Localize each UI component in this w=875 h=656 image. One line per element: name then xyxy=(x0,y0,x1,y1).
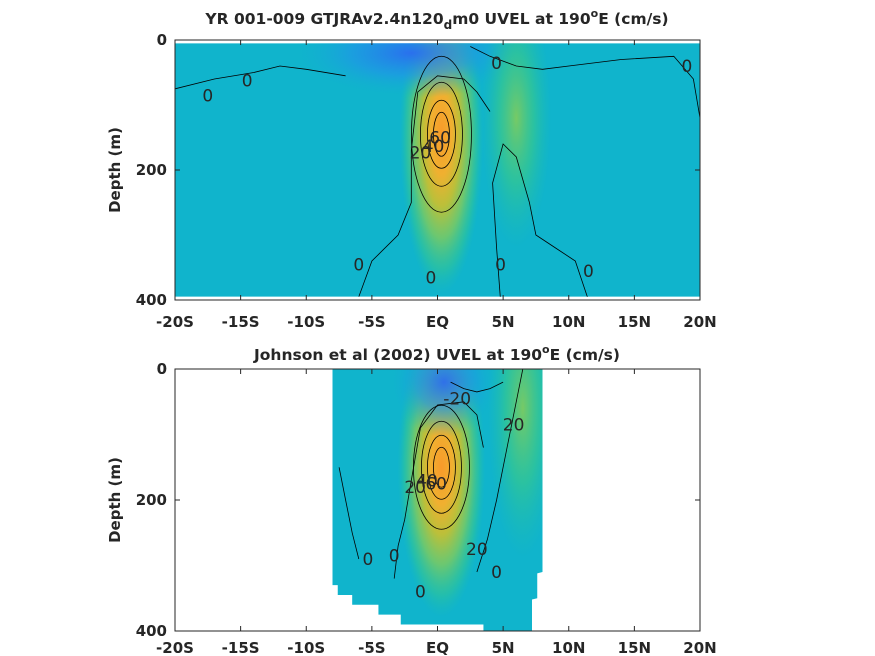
chart-2-contour-ring-1 xyxy=(427,434,456,500)
chart-1-contour-label-2: 20 xyxy=(410,143,432,163)
chart-2-y-tick-label-1: 200 xyxy=(136,491,167,509)
chart-1-field-layers xyxy=(175,43,700,297)
chart-1-x-tick-label-8: 20N xyxy=(683,313,716,331)
chart-2-contour-label-9: 0 xyxy=(415,583,426,603)
chart-1-x-tick-label-4: EQ xyxy=(426,313,449,331)
chart-2-contour-line-2 xyxy=(476,369,524,573)
chart-2-x-tick-label-8: 20N xyxy=(683,639,716,656)
chart-2-contour-line-1 xyxy=(393,401,484,579)
chart-2-feature-2 xyxy=(487,369,543,559)
chart-1-title: YR 001-009 GTJRAv2.4n120dm0 UVEL at 190o… xyxy=(204,7,668,32)
chart-2-feature-1 xyxy=(389,369,500,438)
chart-1-contour-ring-3 xyxy=(411,55,472,213)
chart-1-y-tick-label-2: 400 xyxy=(136,291,167,309)
chart-1-x-tick-label-1: -15S xyxy=(222,313,260,331)
chart-1-contour-ring-2 xyxy=(420,81,463,187)
chart-1-x-tick-label-6: 10N xyxy=(552,313,585,331)
chart-2-x-tick-label-1: -15S xyxy=(222,639,260,656)
chart-2-contour-label-1: 20 xyxy=(503,416,525,436)
chart-1-contour-label-9: 0 xyxy=(495,255,506,275)
chart-2-contour-label-0: -20 xyxy=(443,389,471,409)
chart-2-contour-ring-0 xyxy=(433,446,450,488)
chart-1-feature-2 xyxy=(481,43,552,248)
chart-2-contour-label-8: 0 xyxy=(491,563,502,583)
chart-1-contour-label-6: 0 xyxy=(681,57,692,77)
chart-2-contour-label-3: 40 xyxy=(416,471,438,491)
chart-2-y-tick-label-2: 400 xyxy=(136,622,167,640)
chart-1-contour-line-2 xyxy=(492,143,588,297)
chart-1-contour-label-3: 40 xyxy=(423,137,445,157)
chart-1-x-tick-label-0: -20S xyxy=(156,313,194,331)
chart-1-field xyxy=(175,43,700,297)
chart-2-y-axis-label: Depth (m) xyxy=(106,457,124,543)
chart-1-x-tick-label-7: 15N xyxy=(618,313,651,331)
chart-1-feature-1 xyxy=(291,43,532,98)
chart-panel-1: YR 001-009 GTJRAv2.4n120dm0 UVEL at 190o… xyxy=(106,7,717,331)
chart-panel-2: Johnson et al (2002) UVEL at 190oE (cm/s… xyxy=(106,343,717,656)
chart-2-x-tick-label-2: -10S xyxy=(287,639,325,656)
chart-1-contour-line-3 xyxy=(470,46,700,119)
chart-1-contour-line-1 xyxy=(358,75,491,297)
chart-2-contour-label-4: 60 xyxy=(425,475,447,495)
chart-2-field-layers xyxy=(332,369,543,631)
chart-2-contour-label-2: 20 xyxy=(404,478,426,498)
chart-1-contour-ring-1 xyxy=(427,99,456,169)
chart-2-x-axis: -20S -15S -10S -5S EQ 5N 10N 15N 20N xyxy=(156,369,717,656)
chart-1-x-tick-label-2: -10S xyxy=(287,313,325,331)
chart-2-x-tick-label-4: EQ xyxy=(426,639,449,656)
chart-1-feature-0 xyxy=(399,43,484,295)
chart-1-contour-label-4: 60 xyxy=(429,129,451,149)
chart-2-contour-line-3 xyxy=(450,381,504,393)
chart-1-y-axis-label: Depth (m) xyxy=(106,127,124,213)
chart-1-contour-label-1: 0 xyxy=(242,71,253,91)
chart-2-contour-label-5: 20 xyxy=(466,540,488,560)
chart-1-y-tick-label-0: 0 xyxy=(157,31,167,49)
chart-2-contour-line-0 xyxy=(338,467,360,560)
chart-2-x-tick-label-6: 10N xyxy=(552,639,585,656)
chart-1-contour-ring-0 xyxy=(433,111,450,157)
chart-1-contour-label-5: 0 xyxy=(491,54,502,74)
chart-2-field xyxy=(332,369,543,631)
chart-1-x-axis: -20S -15S -10S -5S EQ 5N 10N 15N 20N xyxy=(156,40,717,331)
chart-2-x-tick-label-0: -20S xyxy=(156,639,194,656)
chart-1-contour-line-0 xyxy=(175,65,346,90)
chart-1-x-tick-label-3: -5S xyxy=(358,313,385,331)
chart-2-contour-label-7: 0 xyxy=(389,547,400,567)
chart-2-x-tick-label-5: 5N xyxy=(492,639,515,656)
chart-1-contour-label-10: 0 xyxy=(583,262,594,282)
chart-2-x-tick-label-3: -5S xyxy=(358,639,385,656)
chart-2-contour-ring-2 xyxy=(421,420,462,514)
chart-1-contour-label-7: 0 xyxy=(353,255,364,275)
chart-1-y-tick-label-1: 200 xyxy=(136,161,167,179)
chart-2-contour-label-6: 0 xyxy=(363,550,374,570)
chart-2-title: Johnson et al (2002) UVEL at 190oE (cm/s… xyxy=(253,343,620,364)
chart-2-x-tick-label-7: 15N xyxy=(618,639,651,656)
chart-1-x-tick-label-5: 5N xyxy=(492,313,515,331)
chart-2-y-tick-label-0: 0 xyxy=(157,360,167,378)
chart-1-contour-label-0: 0 xyxy=(202,86,213,106)
chart-1-contour-label-8: 0 xyxy=(426,268,437,288)
